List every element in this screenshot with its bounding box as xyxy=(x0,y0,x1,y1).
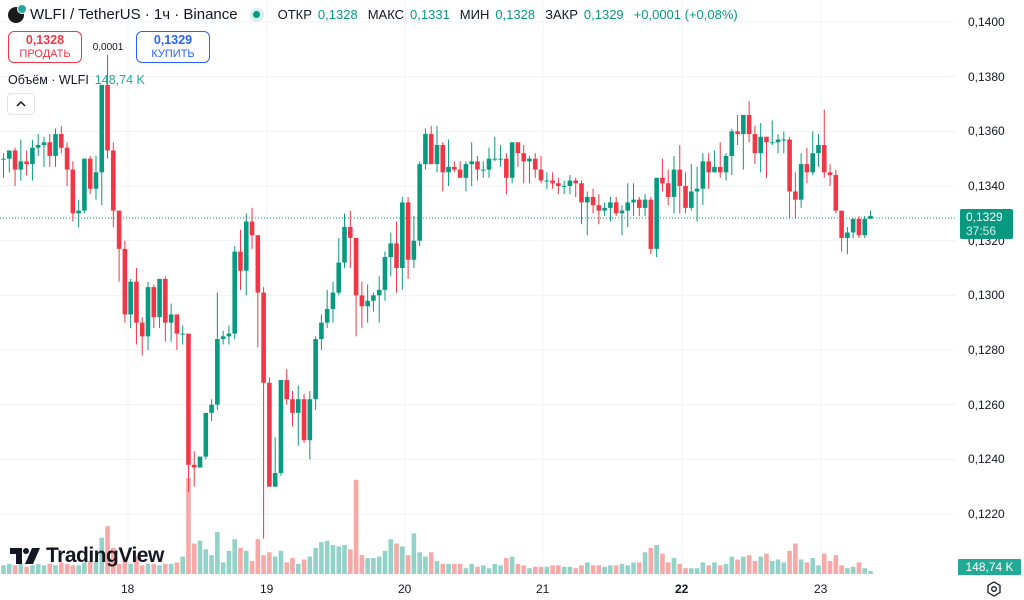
price-tick: 0,1340 xyxy=(968,178,1005,193)
buy-button[interactable]: 0,1329 КУПИТЬ xyxy=(136,31,210,63)
sell-label: ПРОДАТЬ xyxy=(19,47,71,60)
volume-tag: 148,74 K xyxy=(958,559,1021,575)
settings-gear-icon[interactable] xyxy=(986,581,1002,597)
symbol-legend: WLFI / TetherUS · 1ч · Binance ОТКР 0,132… xyxy=(8,3,738,23)
tradingview-mark-icon xyxy=(10,548,40,564)
low-label: МИН xyxy=(459,7,490,22)
market-open-icon xyxy=(249,7,264,22)
volume-bars xyxy=(1,478,873,574)
tradingview-logo[interactable]: TradingView xyxy=(10,544,164,568)
change-value: +0,0001 (+0,08%) xyxy=(633,7,738,22)
time-tick: 20 xyxy=(398,582,412,596)
brand-name: TradingView xyxy=(46,544,164,567)
high-value: 0,1331 xyxy=(410,7,450,22)
chevron-up-icon xyxy=(16,101,26,107)
close-value: 0,1329 xyxy=(583,7,624,22)
time-tick: 23 xyxy=(814,582,828,596)
current-price-tag: 0,1329 37:56 xyxy=(960,209,1013,239)
spread-value: 0,0001 xyxy=(92,41,124,53)
price-tick: 0,1220 xyxy=(968,506,1005,521)
sell-button[interactable]: 0,1328 ПРОДАТЬ xyxy=(8,31,82,63)
symbol-title[interactable]: WLFI / TetherUS · 1ч · Binance xyxy=(30,6,238,23)
volume-value: 148,74 K xyxy=(94,73,145,87)
low-value: 0,1328 xyxy=(495,7,536,22)
high-label: МАКС xyxy=(367,7,405,22)
buy-price: 0,1329 xyxy=(153,33,193,48)
time-tick: 19 xyxy=(260,582,274,596)
sell-price: 0,1328 xyxy=(25,33,65,48)
price-tick: 0,1380 xyxy=(968,69,1005,84)
buy-label: КУПИТЬ xyxy=(151,47,195,60)
price-tick: 0,1360 xyxy=(968,124,1005,139)
price-tick: 0,1400 xyxy=(968,15,1005,29)
open-label: ОТКР xyxy=(277,7,312,22)
price-tick: 0,1260 xyxy=(968,397,1005,412)
volume-legend: Объём · WLFI 148,74 K xyxy=(8,73,145,87)
trade-buttons: 0,1328 ПРОДАТЬ 0,0001 0,1329 КУПИТЬ xyxy=(8,31,210,63)
price-tick: 0,1280 xyxy=(968,342,1005,357)
time-tick: 21 xyxy=(536,582,550,596)
candlesticks xyxy=(1,54,873,539)
volume-label[interactable]: Объём · WLFI xyxy=(8,73,89,87)
time-tick: 18 xyxy=(121,582,135,596)
bar-countdown: 37:56 xyxy=(966,224,997,238)
price-tick: 0,1240 xyxy=(968,452,1005,467)
wlfi-logo-icon xyxy=(8,3,27,23)
price-tick: 0,1300 xyxy=(968,288,1005,303)
current-price: 0,1329 xyxy=(966,210,1003,224)
time-tick: 22 xyxy=(675,582,689,596)
close-label: ЗАКР xyxy=(545,7,578,22)
open-value: 0,1328 xyxy=(317,7,358,22)
collapse-legend-button[interactable] xyxy=(7,93,35,115)
